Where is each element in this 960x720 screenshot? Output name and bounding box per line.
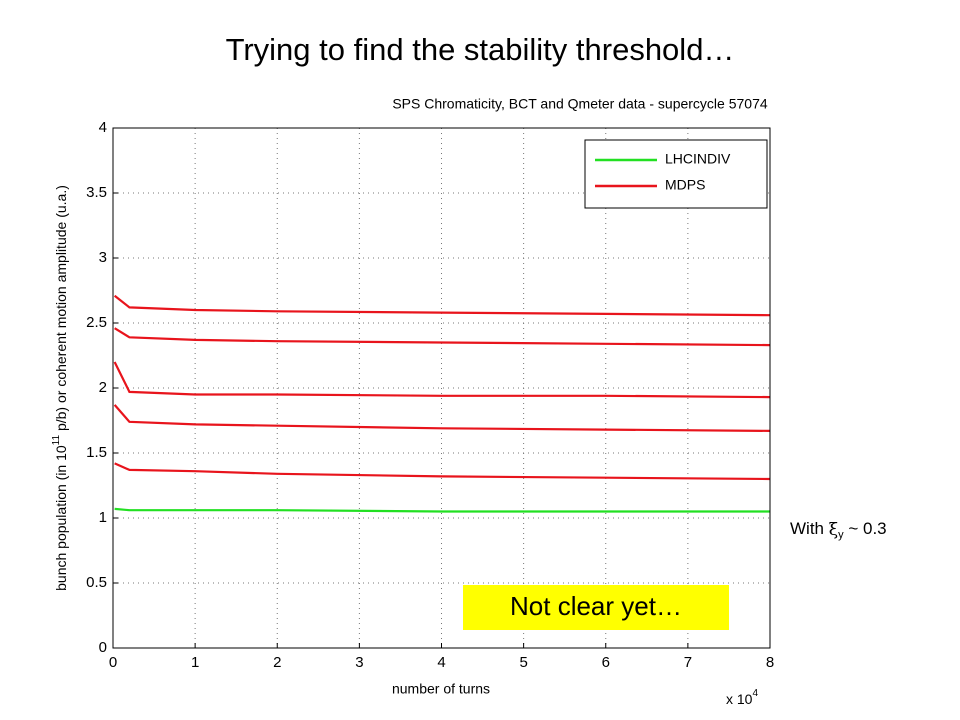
y-label-exponent: 11 (51, 434, 62, 445)
y-label-text: bunch population (in 10 (53, 445, 69, 591)
note-box (463, 585, 729, 630)
x-multiplier: x 104 (726, 688, 758, 707)
series-line (113, 294, 771, 481)
y-tick-label: 1.5 (86, 444, 107, 461)
annotation-text: With (790, 519, 829, 538)
series-line (114, 507, 770, 513)
y-tick-label: 2 (99, 379, 107, 396)
x-axis-label: number of turns (392, 681, 490, 697)
chart-title: SPS Chromaticity, BCT and Qmeter data - … (392, 96, 768, 112)
y-tick-label: 3.5 (86, 184, 107, 201)
legend-label: LHCINDIV (665, 151, 731, 167)
x-tick-label: 5 (519, 654, 527, 671)
plot-frame (112, 127, 771, 649)
slide-title: Trying to find the stability threshold… (226, 32, 735, 67)
y-tick-label: 0.5 (86, 574, 107, 591)
x-tick-label: 8 (766, 654, 774, 671)
y-tick-label: 2.5 (86, 314, 107, 331)
plot: 0 0.5 1 1.5 2 2.5 3 3.5 4 0 1 2 3 4 5 6 7 8 LHCINDIV MDPS (86, 119, 774, 671)
y-label-text: p/b) or coherent motion amplitude (u.a.) (53, 185, 69, 435)
y-tick-label: 4 (99, 119, 107, 136)
annotation-text: ~ 0.3 (844, 519, 887, 538)
x-tick-label: 2 (273, 654, 281, 671)
x-tick-label: 4 (437, 654, 445, 671)
annotation-subscript: y (838, 529, 844, 541)
annotation-symbol: ξ (829, 520, 838, 540)
x-tick-label: 3 (355, 654, 363, 671)
annotation: With ξy ~ 0.3 (790, 519, 887, 540)
y-tick-label: 1 (99, 509, 107, 526)
legend-label: MDPS (665, 177, 705, 193)
x-tick-label: 7 (684, 654, 692, 671)
legend-box (584, 139, 768, 209)
x-tick-label: 1 (191, 654, 199, 671)
y-tick-label: 3 (99, 249, 107, 266)
y-axis-label: bunch population (in 1011 p/b) or cohere… (51, 185, 69, 591)
x-tick-label: 0 (109, 654, 117, 671)
x-tick-label: 6 (602, 654, 610, 671)
y-tick-label: 0 (99, 639, 107, 656)
x-multiplier-base: x 10 (726, 691, 753, 707)
note-text: Not clear yet… (510, 591, 682, 621)
x-multiplier-exponent: 4 (752, 688, 758, 699)
